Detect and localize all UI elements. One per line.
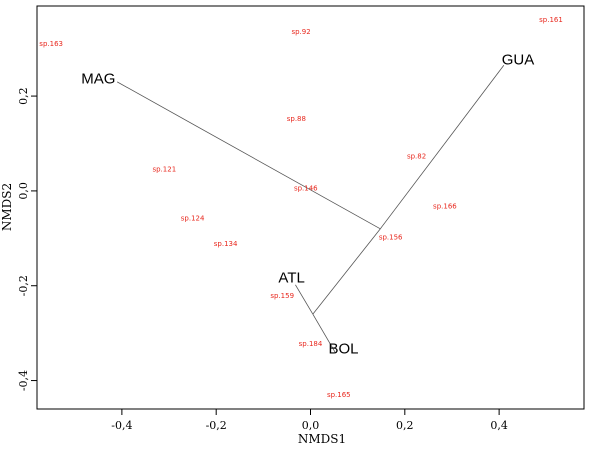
x-axis-title: NMDS1 xyxy=(298,432,346,446)
x-axis-ticks: -0,4 -0,2 0,0 0,2 0,4 xyxy=(111,409,508,432)
y-tick-label: 0,0 xyxy=(17,182,30,200)
site-label: BOL xyxy=(329,341,359,358)
y-tick-label: -0,4 xyxy=(17,370,30,391)
connector-line xyxy=(312,313,336,353)
x-tick-label: 0,4 xyxy=(490,419,508,432)
connecting-lines xyxy=(116,65,505,353)
y-tick-label: 0,2 xyxy=(17,87,30,105)
species-label: sp.165 xyxy=(327,391,351,399)
species-labels: sp.163 sp.92 sp.161 sp.88 sp.82 sp.121 sp.146 s… xyxy=(39,16,563,399)
x-tick-label: -0,4 xyxy=(111,419,132,432)
connector-line xyxy=(312,228,381,315)
site-label: GUA xyxy=(502,51,535,68)
connector-line xyxy=(295,284,314,315)
species-label: sp.92 xyxy=(291,28,310,36)
species-label: sp.134 xyxy=(214,240,238,248)
species-label: sp.124 xyxy=(181,214,205,222)
connector-line xyxy=(379,65,505,230)
y-axis-title: NMDS2 xyxy=(0,183,14,231)
site-labels: MAG GUA ATL BOL xyxy=(81,51,534,357)
y-tick-label: -0,2 xyxy=(17,275,30,296)
site-label: MAG xyxy=(81,70,115,87)
species-label: sp.166 xyxy=(433,203,457,211)
x-tick-label: 0,2 xyxy=(396,419,414,432)
x-tick-label: 0,0 xyxy=(302,419,320,432)
species-label: sp.161 xyxy=(539,16,563,24)
connector-line xyxy=(116,81,381,230)
species-label: sp.163 xyxy=(39,40,63,48)
species-label: sp.146 xyxy=(294,185,318,193)
y-axis-ticks: -0,4 -0,2 0,0 0,2 xyxy=(17,87,37,391)
site-label: ATL xyxy=(278,270,304,287)
species-label: sp.88 xyxy=(287,115,306,123)
species-label: sp.184 xyxy=(299,340,323,348)
species-label: sp.156 xyxy=(379,233,403,241)
species-label: sp.121 xyxy=(152,166,176,174)
species-label: sp.159 xyxy=(270,292,294,300)
x-tick-label: -0,2 xyxy=(206,419,227,432)
species-label: sp.82 xyxy=(407,152,426,160)
